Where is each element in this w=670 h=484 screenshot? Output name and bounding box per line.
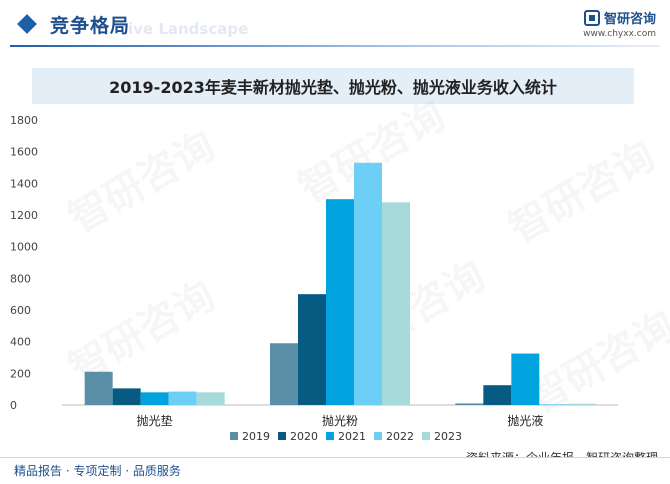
y-tick-label: 1000 [10,241,38,254]
y-tick-label: 400 [10,336,31,349]
legend-swatch [326,432,334,440]
y-tick-label: 1800 [10,114,38,127]
bar [354,162,382,405]
legend-label: 2020 [290,430,318,443]
bar [511,353,540,405]
bar [140,392,169,405]
bar [196,392,225,405]
bar [567,403,596,405]
legend-label: 2021 [338,430,366,443]
x-tick-label: 抛光液 [507,413,543,428]
bar [483,385,512,405]
x-tick-label: 抛光垫 [137,413,173,428]
y-tick-label: 0 [10,399,17,412]
legend-swatch [278,432,286,440]
bar [168,391,197,405]
legend-swatch [422,432,430,440]
legend-label: 2023 [434,430,462,443]
bar [455,403,484,405]
diamond-icon [17,14,37,34]
footer-slogan: 精品报告 · 专项定制 · 品质服务 [14,464,181,478]
brand-url: www.chyxx.com [583,29,656,39]
header-divider [10,45,660,47]
chart-title: 2019-2023年麦丰新材抛光垫、抛光粉、抛光液业务收入统计 [109,78,557,97]
bar [326,199,354,405]
x-tick-label: 抛光粉 [322,413,358,428]
bar [298,294,326,405]
header: ive Landscape 竞争格局 智研咨询 www.chyxx.com [0,0,670,54]
header-ghost-text: ive Landscape [128,20,249,38]
y-tick-label: 1600 [10,146,38,159]
legend-swatch [230,432,238,440]
legend-label: 2019 [242,430,270,443]
legend-swatch [374,432,382,440]
footer-bar [0,457,670,484]
y-tick-label: 800 [10,272,31,285]
brand-logo-icon [583,9,600,26]
section-title: 竞争格局 [50,15,131,37]
y-tick-label: 600 [10,304,31,317]
y-tick-label: 200 [10,367,31,380]
bar [539,404,568,405]
bar [382,202,410,405]
bar [84,371,113,405]
y-tick-label: 1400 [10,177,38,190]
bar [270,343,298,405]
brand-name: 智研咨询 [603,12,656,27]
legend-label: 2022 [386,430,414,443]
bar-chart: 0 200 400 600 800 1000 1200 1400 1600 1800 抛光垫 抛光粉 抛… [10,114,618,443]
brand: 智研咨询 www.chyxx.com [583,8,656,39]
bar [112,388,141,405]
y-tick-label: 1200 [10,209,38,222]
chart-title-box: 2019-2023年麦丰新材抛光垫、抛光粉、抛光液业务收入统计 [32,68,634,104]
